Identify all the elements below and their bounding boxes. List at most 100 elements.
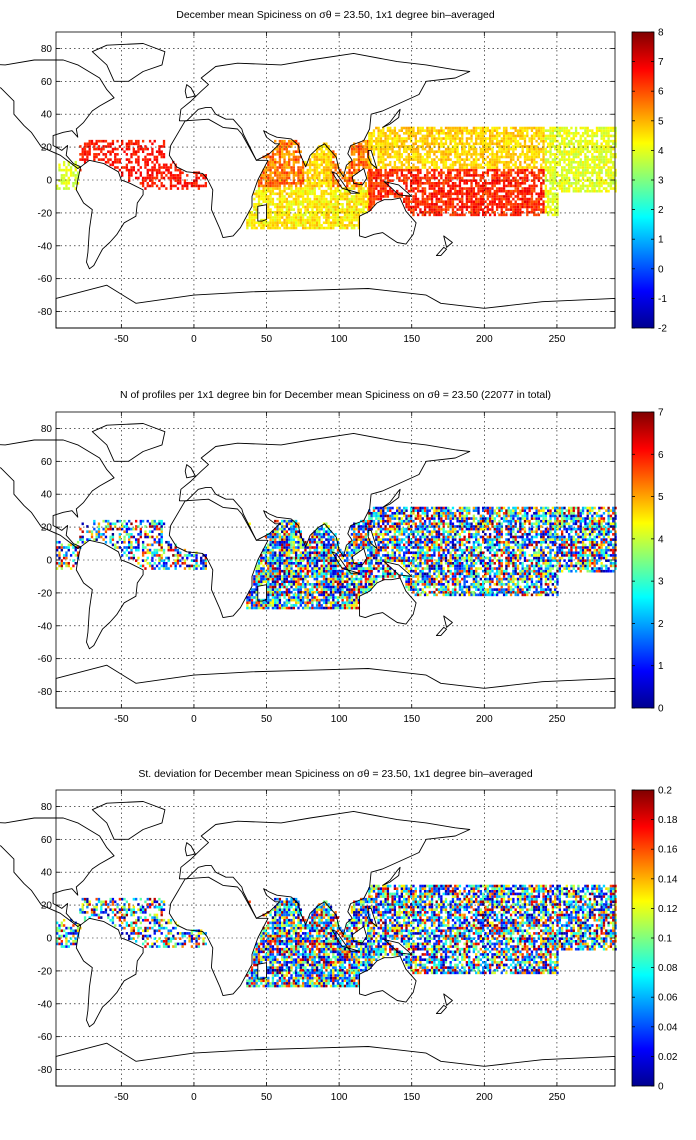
- data-cell: [393, 195, 397, 198]
- data-cell: [479, 126, 483, 130]
- data-cell: [579, 171, 582, 175]
- data-cell: [412, 197, 415, 201]
- data-cell: [605, 155, 608, 159]
- data-cell: [315, 184, 319, 188]
- data-cell: [547, 145, 550, 148]
- data-cell: [482, 203, 485, 206]
- data-cell: [488, 142, 492, 146]
- data-cell: [292, 556, 295, 560]
- data-cell: [428, 150, 431, 154]
- data-cell: [493, 210, 496, 214]
- data-cell: [428, 126, 431, 130]
- data-cell: [357, 195, 361, 198]
- data-cell: [260, 572, 263, 576]
- data-cell: [276, 153, 279, 156]
- data-cell: [574, 147, 578, 151]
- data-cell: [255, 588, 258, 591]
- data-cell: [315, 208, 319, 211]
- data-cell: [116, 139, 119, 143]
- data-cell: [329, 160, 333, 164]
- data-cell: [364, 203, 368, 206]
- data-cell: [586, 179, 589, 182]
- data-cell: [288, 538, 291, 541]
- data-cell: [433, 158, 436, 161]
- data-cell: [183, 561, 187, 565]
- data-cell: [444, 176, 448, 180]
- data-cell: [560, 189, 564, 193]
- data-cell: [377, 174, 380, 177]
- data-cell: [500, 200, 503, 204]
- data-cell: [591, 145, 594, 148]
- data-cell: [484, 184, 487, 188]
- data-cell: [264, 577, 268, 581]
- data-cell: [269, 543, 272, 547]
- data-cell: [334, 192, 337, 196]
- data-cell: [288, 527, 291, 531]
- data-cell: [384, 163, 387, 167]
- data-cell: [437, 210, 441, 214]
- data-cell: [502, 213, 506, 217]
- data-cell: [315, 174, 319, 177]
- data-cell: [509, 195, 513, 198]
- data-cell: [498, 197, 501, 201]
- data-cell: [144, 145, 147, 148]
- data-cell: [579, 126, 582, 130]
- data-cell: [498, 203, 501, 206]
- data-cell: [90, 535, 94, 539]
- data-cell: [294, 551, 298, 555]
- data-cell: [334, 210, 337, 214]
- data-cell: [537, 142, 541, 146]
- data-cell: [449, 147, 452, 151]
- data-cell: [274, 210, 277, 214]
- data-cell: [549, 171, 552, 175]
- data-cell: [465, 168, 469, 172]
- data-cell: [470, 189, 473, 193]
- data-cell: [141, 551, 145, 555]
- data-cell: [514, 203, 517, 206]
- data-cell: [153, 139, 156, 143]
- data-cell: [523, 179, 527, 182]
- data-cell: [537, 126, 541, 130]
- data-cell: [290, 583, 293, 586]
- data-cell: [288, 155, 291, 159]
- data-cell: [360, 195, 363, 198]
- data-cell: [558, 158, 561, 161]
- data-cell: [285, 606, 289, 610]
- data-cell: [586, 142, 589, 146]
- data-cell: [370, 181, 373, 185]
- data-cell: [116, 153, 119, 156]
- data-cell: [362, 200, 365, 204]
- data-cell: [537, 155, 541, 159]
- data-cell: [341, 210, 344, 214]
- data-cell: [407, 208, 410, 211]
- data-cell: [148, 561, 152, 565]
- data-cell: [435, 208, 438, 211]
- data-cell: [560, 176, 564, 180]
- data-cell: [346, 203, 349, 206]
- data-cell: [551, 158, 555, 161]
- data-cell: [260, 174, 263, 177]
- data-cell: [153, 158, 156, 161]
- data-cell: [563, 155, 566, 159]
- data-cell: [479, 205, 483, 209]
- data-cell: [458, 129, 462, 132]
- data-cell: [586, 134, 589, 138]
- data-cell: [605, 171, 608, 175]
- data-cell: [95, 533, 98, 536]
- data-cell: [449, 174, 452, 177]
- data-cell: [274, 590, 277, 594]
- data-cell: [130, 168, 133, 172]
- data-cell: [563, 158, 566, 161]
- data-cell: [563, 137, 566, 140]
- data-cell: [386, 189, 390, 193]
- data-cell: [322, 171, 326, 175]
- data-cell: [139, 530, 142, 534]
- data-cell: [93, 527, 96, 531]
- data-cell: [605, 131, 608, 135]
- data-cell: [435, 181, 438, 185]
- data-cell: [329, 155, 333, 159]
- data-cell: [475, 166, 478, 169]
- data-cell: [458, 181, 462, 185]
- data-cell: [130, 142, 133, 146]
- data-cell: [264, 572, 268, 576]
